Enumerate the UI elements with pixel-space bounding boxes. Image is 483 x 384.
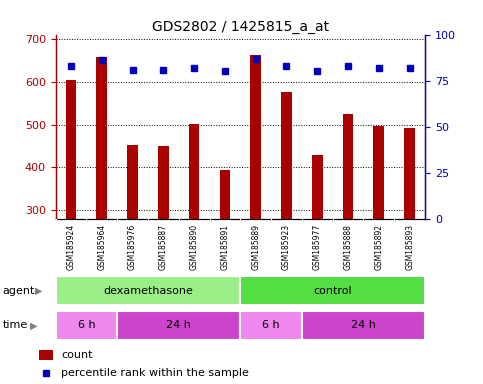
Bar: [241, 311, 302, 340]
Text: 24 h: 24 h: [351, 320, 376, 331]
Text: percentile rank within the sample: percentile rank within the sample: [61, 367, 249, 377]
Text: count: count: [61, 350, 92, 360]
Text: ▶: ▶: [30, 320, 38, 331]
Bar: [189, 124, 199, 219]
Text: ▶: ▶: [35, 286, 43, 296]
Text: 6 h: 6 h: [262, 320, 280, 331]
Bar: [39, 351, 53, 360]
Text: GSM185888: GSM185888: [343, 224, 353, 270]
Bar: [241, 276, 425, 305]
Text: GSM185977: GSM185977: [313, 223, 322, 270]
Bar: [219, 170, 230, 219]
Bar: [56, 276, 241, 305]
Bar: [281, 92, 292, 219]
Text: GSM185887: GSM185887: [159, 224, 168, 270]
Text: 24 h: 24 h: [166, 320, 191, 331]
Bar: [127, 145, 138, 219]
Bar: [96, 57, 107, 219]
Bar: [404, 128, 415, 219]
Text: dexamethasone: dexamethasone: [103, 286, 193, 296]
Text: GSM185976: GSM185976: [128, 223, 137, 270]
Bar: [373, 126, 384, 219]
Bar: [56, 311, 117, 340]
Text: GSM185891: GSM185891: [220, 224, 229, 270]
Text: 6 h: 6 h: [78, 320, 95, 331]
Bar: [158, 146, 169, 219]
Bar: [312, 155, 323, 219]
Bar: [117, 311, 241, 340]
Bar: [342, 114, 354, 219]
Text: GSM185892: GSM185892: [374, 224, 384, 270]
Bar: [250, 55, 261, 219]
Bar: [302, 311, 425, 340]
Text: GSM185964: GSM185964: [97, 223, 106, 270]
Text: GSM185890: GSM185890: [190, 223, 199, 270]
Text: GSM185924: GSM185924: [67, 223, 75, 270]
Text: GSM185923: GSM185923: [282, 223, 291, 270]
Text: control: control: [313, 286, 352, 296]
Text: agent: agent: [2, 286, 35, 296]
Text: GSM185893: GSM185893: [405, 223, 414, 270]
Bar: [66, 80, 76, 219]
Title: GDS2802 / 1425815_a_at: GDS2802 / 1425815_a_at: [152, 20, 329, 33]
Text: GSM185889: GSM185889: [251, 224, 260, 270]
Text: time: time: [2, 320, 28, 331]
